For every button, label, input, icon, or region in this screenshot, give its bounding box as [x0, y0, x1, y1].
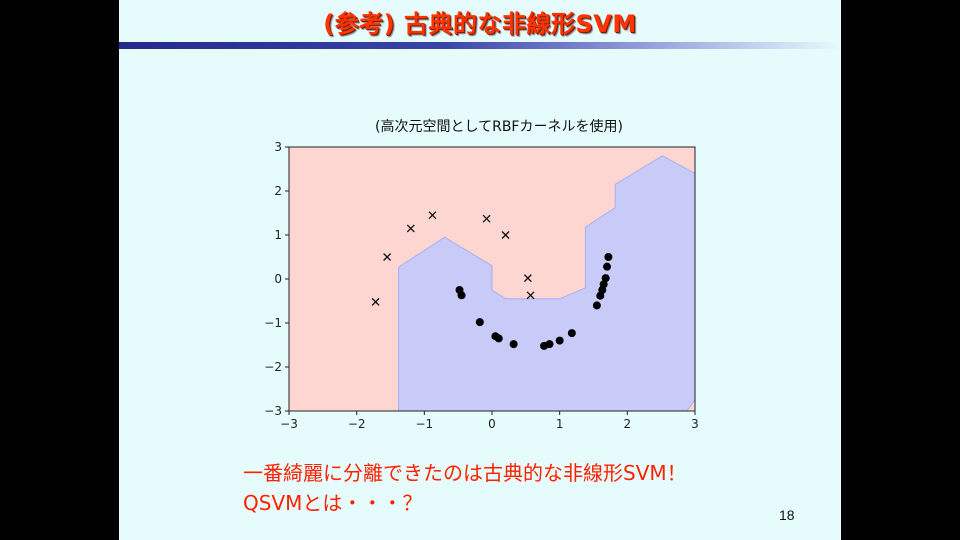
slide: (参考) 古典的な非線形SVM (高次元空間としてRBFカーネルを使用) −3−… [119, 0, 841, 540]
title-underline [119, 42, 841, 49]
point-dot [475, 318, 484, 327]
conclusion-note: 一番綺麗に分離できたのは古典的な非線形SVM！ [243, 461, 687, 485]
x-tick-label: −2 [348, 417, 366, 431]
point-dot [604, 253, 613, 261]
point-dot [601, 274, 610, 283]
point-x [371, 297, 380, 306]
question-note: QSVMとは・・・？ [243, 491, 423, 515]
chart-title: (高次元空間としてRBFカーネルを使用) [375, 119, 623, 135]
point-dot [509, 340, 518, 349]
y-tick-label: 3 [274, 140, 282, 154]
point-dot [592, 301, 601, 310]
y-tick-label: −3 [264, 404, 282, 418]
point-x [406, 224, 415, 233]
x-tick-label: 1 [556, 417, 564, 431]
y-tick-label: 2 [274, 184, 282, 198]
y-tick-label: −1 [264, 316, 282, 330]
decision-boundary-chart: −3 −2 −1 0 1 2 3 3 2 1 0 −1 −2 −3 [264, 140, 699, 431]
x-tick-label: 2 [624, 417, 632, 431]
point-dot [494, 334, 503, 343]
slide-title: (参考) 古典的な非線形SVM [323, 10, 637, 38]
point-dot [457, 291, 466, 300]
point-x [501, 231, 510, 239]
x-tick-label: −1 [415, 417, 433, 431]
point-x [482, 214, 491, 223]
point-x [428, 211, 437, 220]
point-dot [567, 329, 576, 338]
x-tick-label: 0 [488, 417, 496, 431]
point-dot [555, 336, 564, 345]
y-tick-label: 1 [274, 228, 282, 242]
point-x [383, 253, 392, 261]
point-dot [599, 280, 608, 289]
point-x [523, 274, 532, 283]
point-dot [603, 262, 612, 271]
point-x [526, 291, 535, 300]
x-tick-label: −3 [280, 417, 298, 431]
page-number: 18 [779, 507, 795, 523]
y-tick-label: 0 [274, 272, 282, 286]
y-tick-label: −2 [264, 360, 282, 374]
x-tick-label: 3 [691, 417, 699, 431]
point-dot [545, 340, 554, 349]
